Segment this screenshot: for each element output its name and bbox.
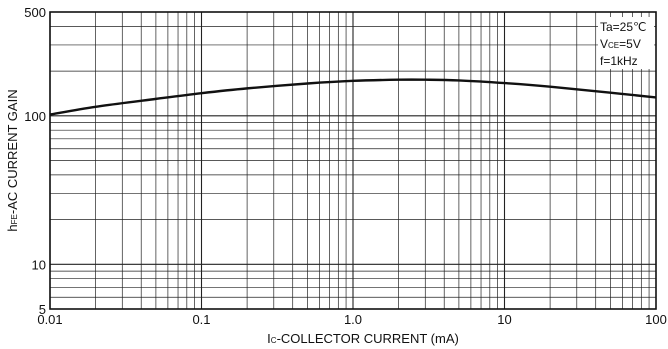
tick-labels: 0.01 0.1 1.0 10 100 5 10 100 500 [24, 5, 667, 327]
x-tick-label: 1.0 [344, 312, 362, 327]
x-tick-label: 0.01 [37, 312, 62, 327]
y-tick-label: 10 [32, 257, 46, 272]
condition-frequency: f=1kHz [600, 54, 638, 68]
y-tick-label: 100 [24, 109, 46, 124]
x-axis-title: IC-COLLECTOR CURRENT (mA) [267, 331, 459, 346]
y-axis-title: hFE-AC CURRENT GAIN [5, 89, 20, 231]
series-layer [49, 78, 657, 116]
condition-temperature: Ta=25℃ [600, 20, 647, 34]
x-tick-label: 100 [645, 312, 667, 327]
y-tick-label: 500 [24, 5, 46, 20]
conditions-box: Ta=25℃ VCE=5V f=1kHz [598, 17, 654, 69]
x-tick-label: 0.1 [192, 312, 210, 327]
series-line [49, 78, 657, 116]
y-tick-label: 5 [39, 302, 46, 317]
x-tick-label: 10 [497, 312, 511, 327]
grid [49, 11, 656, 310]
plot-frame [49, 11, 657, 310]
condition-vce: VCE=5V [600, 37, 641, 51]
